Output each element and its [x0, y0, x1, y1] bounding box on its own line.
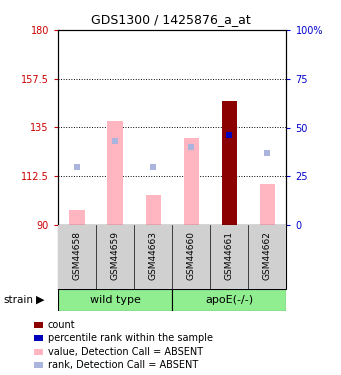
- Bar: [172, 289, 286, 311]
- Text: ▶: ▶: [36, 295, 44, 305]
- Bar: [172, 225, 210, 289]
- Bar: [134, 225, 172, 289]
- Text: wild type: wild type: [90, 295, 140, 305]
- Text: rank, Detection Call = ABSENT: rank, Detection Call = ABSENT: [48, 360, 198, 370]
- Bar: [58, 225, 96, 289]
- Bar: [210, 225, 248, 289]
- Point: [227, 132, 232, 138]
- Text: GSM44663: GSM44663: [149, 231, 158, 280]
- Text: apoE(-/-): apoE(-/-): [205, 295, 253, 305]
- Point: [265, 150, 270, 156]
- Text: GSM44662: GSM44662: [263, 231, 272, 280]
- Text: GSM44661: GSM44661: [225, 231, 234, 280]
- Bar: [222, 102, 237, 225]
- Text: count: count: [48, 320, 75, 330]
- Point: [150, 164, 156, 170]
- Point: [74, 164, 80, 170]
- Text: GSM44658: GSM44658: [73, 231, 81, 280]
- Point: [113, 138, 118, 144]
- Bar: [146, 195, 161, 225]
- Text: GSM44660: GSM44660: [187, 231, 196, 280]
- Bar: [96, 225, 134, 289]
- Bar: [184, 138, 199, 225]
- Bar: [58, 289, 172, 311]
- Text: strain: strain: [3, 295, 33, 305]
- Point: [189, 144, 194, 150]
- Bar: [70, 210, 85, 225]
- Bar: [260, 184, 275, 225]
- Bar: [107, 121, 123, 225]
- Text: GSM44659: GSM44659: [110, 231, 120, 280]
- Text: percentile rank within the sample: percentile rank within the sample: [48, 333, 213, 344]
- Bar: [248, 225, 286, 289]
- Text: GDS1300 / 1425876_a_at: GDS1300 / 1425876_a_at: [91, 13, 250, 26]
- Text: value, Detection Call = ABSENT: value, Detection Call = ABSENT: [48, 346, 203, 357]
